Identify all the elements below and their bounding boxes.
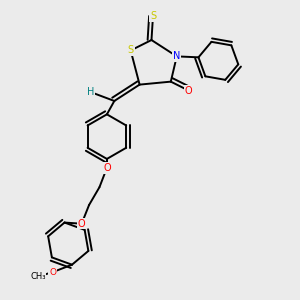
Text: N: N: [173, 51, 180, 62]
Text: S: S: [150, 11, 156, 21]
Text: O: O: [185, 85, 193, 96]
Text: O: O: [103, 163, 111, 173]
Text: H: H: [87, 87, 94, 97]
Text: O: O: [49, 268, 56, 277]
Text: S: S: [128, 45, 134, 56]
Text: CH₃: CH₃: [30, 272, 46, 281]
Text: O: O: [78, 219, 86, 229]
